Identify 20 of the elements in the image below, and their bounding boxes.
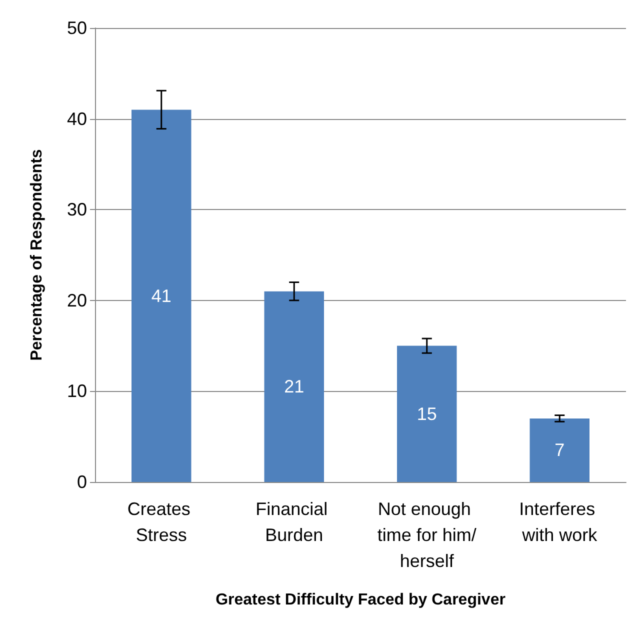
bar	[397, 346, 457, 482]
y-tick-label: 50	[66, 18, 87, 38]
data-label: 21	[284, 376, 304, 397]
x-tick-label: Not enough time for him/herself	[377, 499, 476, 571]
x-tick-label: Creates Stress	[127, 499, 196, 545]
bar	[530, 418, 590, 482]
data-label: 15	[416, 404, 437, 424]
data-label: 7	[554, 440, 565, 460]
bar	[132, 110, 192, 482]
x-axis-title: Greatest Difficulty Faced by Caregiver	[216, 592, 506, 608]
y-tick-label: 0	[76, 472, 87, 492]
y-axis-title: Percentage of Respondents	[28, 149, 46, 361]
x-tick-label: Interferes with work	[519, 499, 600, 545]
y-tick-label: 40	[66, 108, 87, 129]
x-tick-label: Financial Burden	[256, 499, 333, 545]
y-tick-label: 20	[66, 290, 87, 310]
y-tick-label: 10	[66, 381, 87, 402]
data-label: 41	[151, 286, 172, 306]
bar	[264, 291, 324, 482]
y-tick-label: 30	[66, 200, 87, 220]
